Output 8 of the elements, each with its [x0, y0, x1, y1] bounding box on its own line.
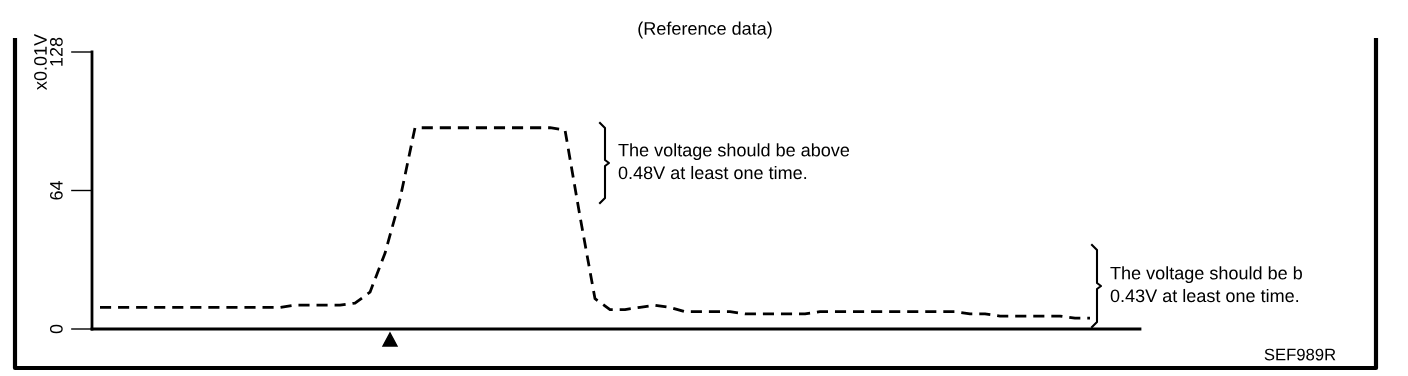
y-axis-title: x0.01V [34, 33, 47, 90]
y-tick-label: 0 [49, 324, 63, 334]
y-tick-label: 128 [49, 37, 63, 66]
annotation: The voltage should be above 0.48V at least one time. [618, 143, 850, 180]
text: SEF989R [1264, 348, 1336, 361]
y-tick-label: 64 [49, 180, 63, 200]
chart-title: (Reference data) [638, 21, 772, 39]
text: The voltage should be b 0.43V at least one time. [1110, 266, 1302, 303]
